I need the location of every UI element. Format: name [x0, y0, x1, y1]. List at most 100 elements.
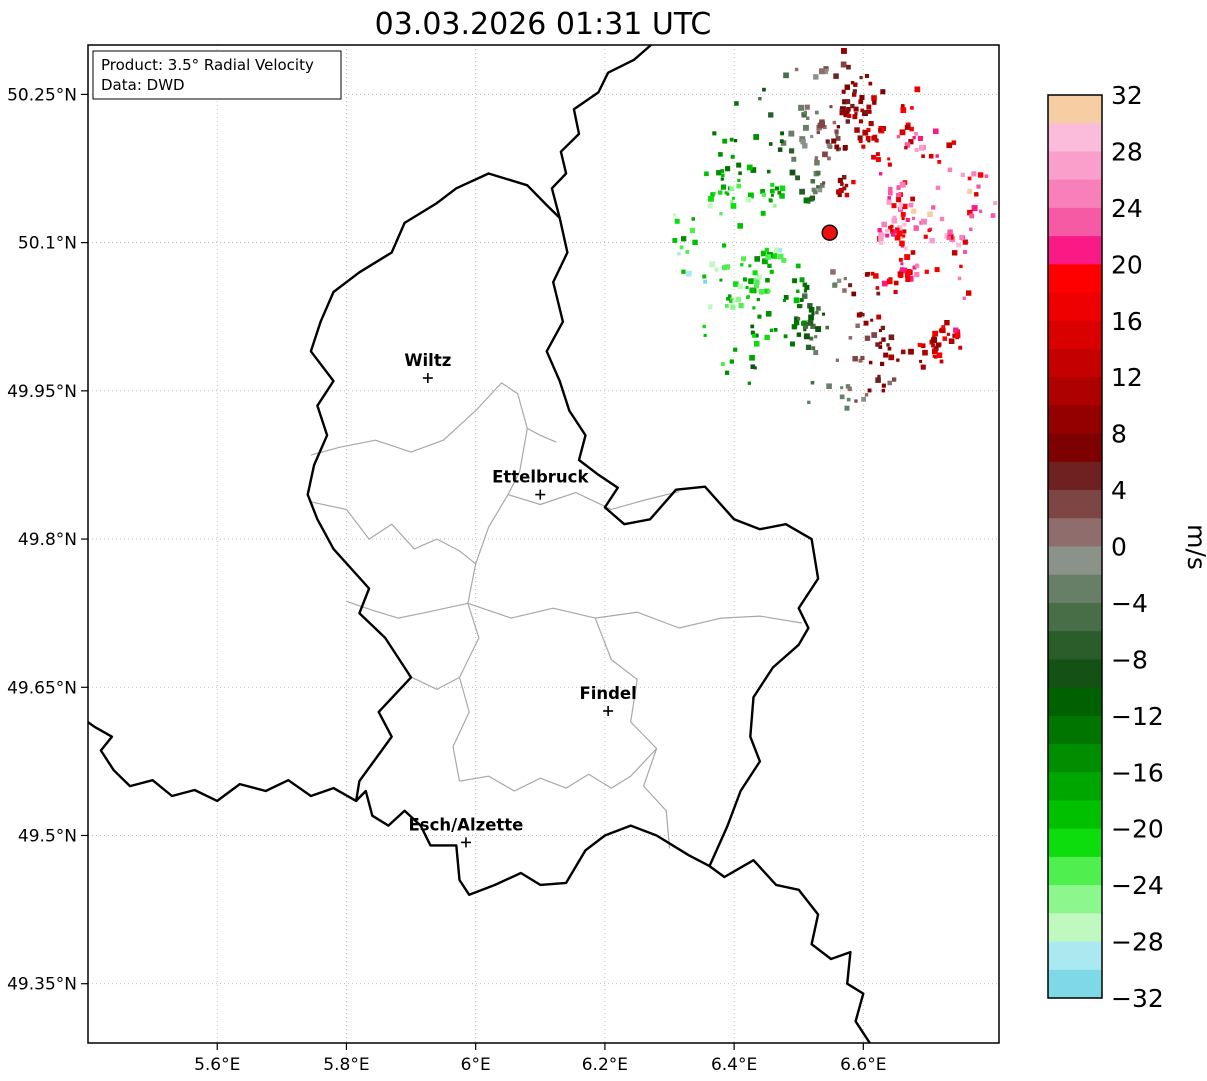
velocity-pixel: [736, 162, 742, 168]
velocity-pixel: [748, 278, 754, 284]
velocity-pixel: [904, 142, 911, 148]
velocity-pixel: [796, 289, 800, 293]
velocity-pixel: [803, 110, 807, 114]
colorbar-segment: [1048, 885, 1102, 914]
velocity-pixel: [871, 154, 876, 160]
colorbar-segment: [1048, 856, 1102, 886]
velocity-pixel: [879, 172, 883, 176]
velocity-pixel: [736, 183, 742, 189]
velocity-pixel: [818, 188, 823, 193]
y-tick-label: 49.65°N: [7, 678, 77, 698]
velocity-pixel: [870, 318, 874, 322]
velocity-pixel: [878, 235, 884, 241]
velocity-pixel: [867, 109, 872, 114]
y-tick-label: 49.5°N: [18, 826, 77, 846]
velocity-pixel: [828, 144, 833, 149]
velocity-pixel: [901, 216, 905, 221]
velocity-pixel: [934, 355, 938, 359]
velocity-pixel: [886, 343, 890, 347]
velocity-pixel: [783, 295, 789, 300]
velocity-pixel: [853, 106, 859, 112]
velocity-pixel: [959, 264, 963, 269]
velocity-pixel: [769, 269, 774, 274]
velocity-pixel: [861, 144, 866, 149]
velocity-pixel: [864, 272, 870, 277]
velocity-pixel: [896, 358, 900, 362]
velocity-pixel: [842, 145, 848, 150]
velocity-pixel: [841, 175, 847, 180]
velocity-pixel: [875, 377, 881, 383]
velocity-pixel: [796, 332, 802, 337]
velocity-pixel: [847, 113, 852, 118]
velocity-pixel: [862, 129, 869, 136]
velocity-pixel: [757, 314, 762, 319]
velocity-pixel: [804, 104, 810, 110]
velocity-pixel: [899, 240, 905, 247]
velocity-pixel: [805, 344, 812, 350]
velocity-pixel: [777, 147, 783, 152]
velocity-pixel: [726, 192, 730, 196]
colorbar: 32 28 24 20 16 12 8 4 0 −4 −8 −12 −16 −20 −24 −28 −32 m/…: [1047, 81, 1207, 1013]
velocity-pixel: [893, 280, 899, 286]
colorbar-segment: [1048, 207, 1102, 237]
velocity-pixel: [904, 124, 910, 130]
velocity-pixel: [816, 130, 820, 135]
velocity-pixel: [984, 174, 989, 178]
velocity-pixel: [967, 209, 973, 216]
velocity-pixel: [679, 245, 684, 250]
velocity-pixel: [893, 289, 898, 294]
velocity-pixel: [811, 187, 816, 192]
velocity-pixel: [914, 86, 921, 93]
velocity-pixel: [872, 134, 878, 140]
velocity-pixel: [802, 143, 808, 149]
velocity-pixel: [971, 205, 978, 212]
velocity-pixel: [976, 184, 981, 189]
velocity-pixel: [677, 252, 681, 256]
velocity-pixel: [931, 337, 937, 343]
velocity-pixel: [768, 198, 773, 203]
velocity-pixel: [802, 293, 808, 299]
velocity-pixel: [724, 370, 730, 375]
colorbar-segment: [1048, 179, 1102, 209]
velocity-pixel: [779, 139, 784, 144]
velocity-pixel: [846, 64, 851, 70]
velocity-pixel: [928, 153, 934, 159]
velocity-pixel: [754, 333, 759, 338]
product-info-box: Product: 3.5° Radial Velocity Data: DWD: [92, 50, 342, 100]
velocity-pixel: [685, 250, 690, 254]
velocity-pixel: [745, 197, 752, 203]
colorbar-segment: [1048, 405, 1102, 435]
velocity-pixel: [703, 333, 707, 337]
velocity-pixel: [814, 160, 820, 166]
velocity-pixel: [977, 172, 984, 178]
colorbar-segment: [1048, 518, 1102, 548]
velocity-pixel: [861, 396, 866, 402]
velocity-pixel: [848, 283, 853, 288]
velocity-pixel: [741, 256, 746, 262]
velocity-pixel: [803, 333, 810, 340]
velocity-pixel: [803, 289, 808, 293]
velocity-pixel: [859, 76, 863, 80]
velocity-pixel: [783, 72, 789, 79]
colorbar-tick-labels: 32 28 24 20 16 12 8 4 0 −4 −8 −12 −16 −20 −24 −28 −32: [1111, 81, 1164, 1013]
velocity-pixel: [922, 349, 928, 356]
velocity-pixel: [858, 358, 863, 363]
velocity-pixel: [898, 202, 904, 207]
velocity-pixel: [817, 122, 824, 129]
velocity-pixel: [807, 303, 813, 309]
velocity-pixel: [942, 336, 947, 341]
x-tick-label: 5.8°E: [323, 1055, 369, 1075]
colorbar-tick-label: −32: [1111, 984, 1164, 1013]
colorbar-segment: [1048, 377, 1102, 407]
velocity-pixel: [796, 317, 801, 321]
velocity-pixel: [860, 108, 864, 113]
velocity-pixel: [816, 185, 820, 189]
velocity-pixel: [932, 330, 939, 337]
velocity-pixel: [754, 279, 760, 285]
velocity-pixel: [844, 84, 850, 90]
velocity-pixel: [912, 136, 916, 140]
velocity-pixel: [896, 185, 901, 190]
velocity-pixel: [734, 101, 739, 106]
velocity-pixel: [905, 277, 911, 282]
velocity-pixel: [712, 131, 717, 136]
